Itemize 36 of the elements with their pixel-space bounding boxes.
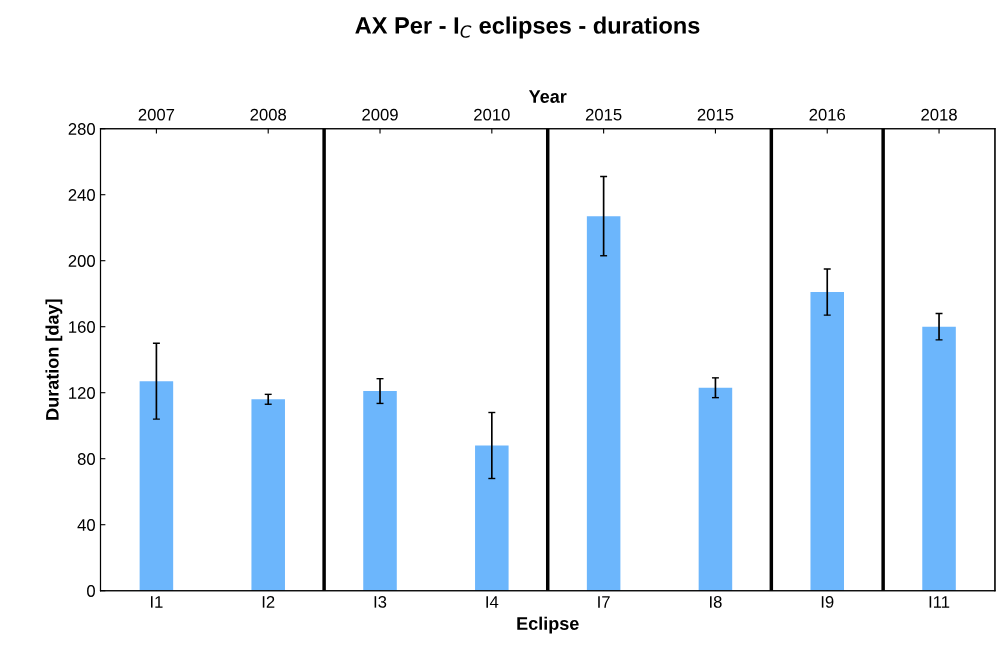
y-tick-label: 120 — [69, 387, 95, 399]
x-tick-label: I4 — [486, 596, 499, 608]
annotation: 2015 — [585, 108, 622, 121]
bar — [139, 381, 174, 591]
annotation: 2007 — [138, 108, 175, 121]
y-tick-label: 40 — [77, 519, 95, 531]
x-tick-label: I7 — [598, 596, 610, 608]
x-tick-label: I11 — [929, 596, 950, 608]
bar — [363, 391, 397, 591]
annotation: 2015 — [697, 108, 734, 121]
x-tick-label: I9 — [821, 596, 834, 608]
chart-title: AX Per - I$_{C}$ eclipses - durations — [355, 16, 700, 39]
y-tick-label: 200 — [68, 255, 95, 267]
annotation: 2018 — [921, 108, 957, 121]
bar — [810, 292, 845, 591]
y-tick-label: 160 — [69, 321, 95, 333]
bar — [698, 387, 733, 591]
annotation: 2009 — [362, 108, 398, 121]
x-tick-label: I8 — [710, 596, 722, 608]
bar — [922, 326, 956, 591]
bar — [251, 399, 285, 591]
bar — [475, 445, 509, 591]
y-tick-label: 280 — [68, 123, 95, 135]
x-tick-label: I1 — [150, 596, 163, 608]
x-tick-label: I3 — [374, 596, 387, 608]
y-tick-label: 0 — [87, 585, 95, 597]
annotation: 2008 — [250, 108, 287, 121]
x2-axis-title: Year — [528, 90, 567, 103]
y-axis-title: Duration [day] — [45, 299, 63, 420]
y-tick-label: 240 — [68, 189, 95, 201]
x-axis-title: Eclipse — [517, 616, 579, 634]
annotation: 2010 — [474, 108, 510, 121]
bar — [586, 216, 621, 591]
annotation: 2016 — [809, 108, 846, 121]
x-tick-label: I2 — [262, 596, 275, 608]
y-tick-label: 80 — [77, 453, 95, 465]
